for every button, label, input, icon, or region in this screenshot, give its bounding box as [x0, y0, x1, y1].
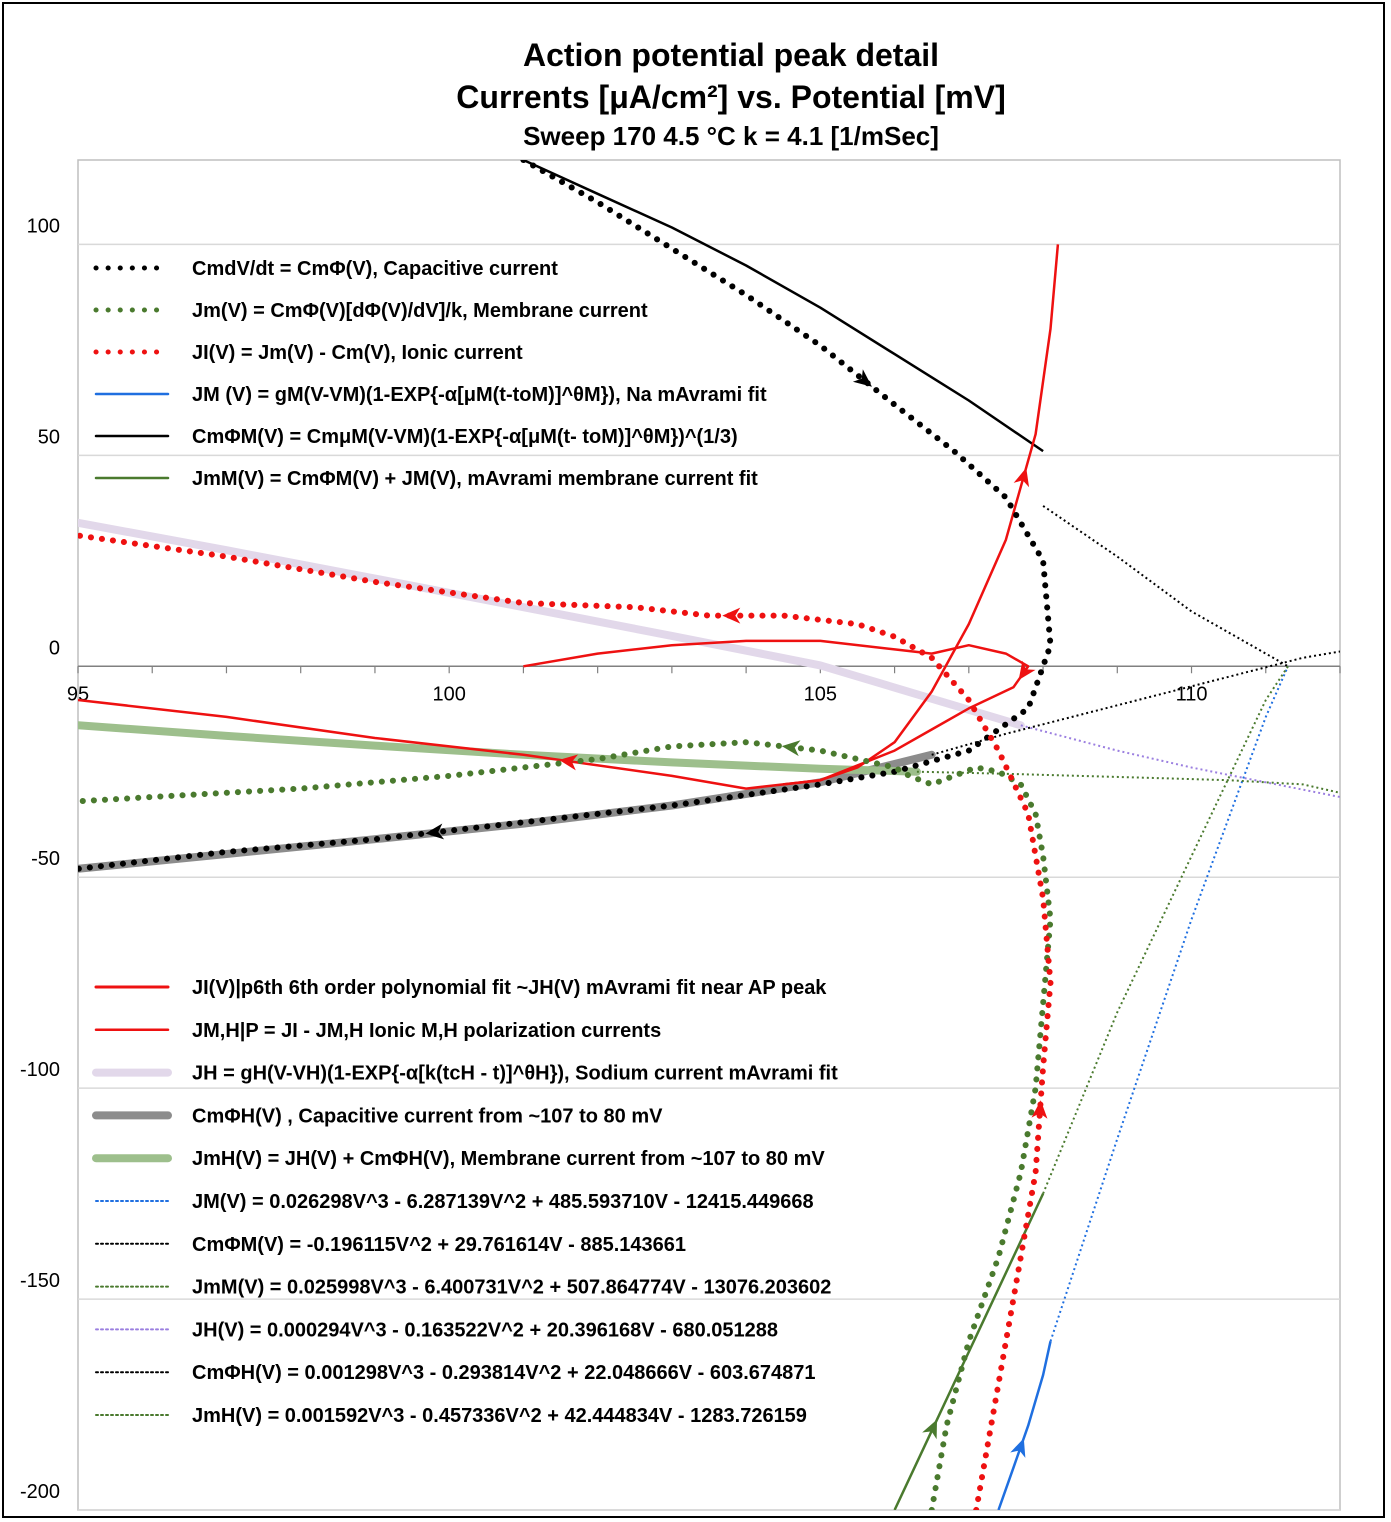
- chart-title: Action potential peak detail: [523, 37, 939, 73]
- series-jmm-v-cm-m-v-jm-v-mavrami-membrane-curre: [893, 1193, 1045, 1510]
- arrow-ji-v-jm-v-cm-v-ionic-current: [722, 607, 741, 624]
- plot-area: [77, 159, 1341, 1511]
- series-jh-gh-v-vh-1-exp-k-tch-t-h-sodium-curren: [78, 518, 1025, 730]
- legend-label-2: JH = gH(V-VH)(1-EXP{-α[k(tcH - t)]^θH}),…: [192, 1063, 838, 1085]
- series: [78, 160, 1340, 1510]
- series-jm-v-gm-v-vm-1-exp-m-t-tom-m-na-mavrami-: [997, 1341, 1052, 1510]
- direction-arrows: [425, 369, 1048, 1458]
- legend-label-4: JmH(V) = JH(V) + CmΦH(V), Membrane curre…: [192, 1148, 825, 1170]
- legend-label-3: CmΦH(V) , Capacitive current from ~107 t…: [192, 1105, 663, 1127]
- legend-label-2: JI(V) = Jm(V) - Cm(V), Ionic current: [192, 342, 523, 364]
- arrow-jm-v-gm-v-vm-1-exp-m-t-tom-m-na-mavrami-: [1010, 1438, 1026, 1458]
- legend-label-4: CmΦM(V) = CmμM(V-VM)(1-EXP{-α[μM(t- toM)…: [192, 426, 738, 448]
- legend-label-9: CmΦH(V) = 0.001298V^3 - 0.293814V^2 + 22…: [192, 1362, 816, 1384]
- y-tick-label: 50: [38, 426, 60, 448]
- y-tick-label: -100: [20, 1059, 60, 1081]
- arrow-ji-v-jm-v-cm-v-ionic-current: [1031, 1100, 1048, 1119]
- legend-label-5: JM(V) = 0.026298V^3 - 6.287139V^2 + 485.…: [192, 1191, 814, 1213]
- arrow-cmdv-dt-cm-v-capacitive-current: [425, 823, 445, 840]
- series-jm-v-cm-v-d-v-dv-k-membrane-current: [78, 739, 1054, 1510]
- y-tick-label: 0: [49, 637, 60, 659]
- chart-subtitle: Currents [μA/cm²] vs. Potential [mV]: [456, 79, 1005, 115]
- legend-label-10: JmH(V) = 0.001592V^3 - 0.457336V^2 + 42.…: [192, 1405, 807, 1427]
- series-jmh-v-0-001592v-3-0-457336v-2-42-444834v: [916, 770, 1340, 794]
- series-cmdv-dt-cm-v-capacitive-current: [78, 160, 1054, 872]
- x-axis: [77, 665, 1341, 674]
- x-tick-label: 110: [1176, 683, 1208, 705]
- legend-label-1: JM,H|P = JI - JM,H Ionic M,H polarizatio…: [192, 1020, 661, 1042]
- chart-subtitle-2: Sweep 170 4.5 °C k = 4.1 [1/mSec]: [523, 121, 939, 151]
- legend-label-0: CmdV/dt = CmΦ(V), Capacitive current: [192, 258, 558, 280]
- arrow-ji-v-p6th-6th-order-polynomial-fit-jh-v-: [559, 754, 579, 771]
- legend-label-8: JH(V) = 0.000294V^3 - 0.163522V^2 + 20.3…: [192, 1319, 778, 1341]
- legend-label-3: JM (V) = gM(V-VM)(1-EXP{-α[μM(t-toM)]^θM…: [192, 384, 767, 406]
- legend-top: CmdV/dt = CmΦ(V), Capacitive current Jm(V…: [93, 258, 767, 490]
- arrow-ji-v-p6th-6th-order-polynomial-fit-jh-v-: [1018, 660, 1036, 680]
- series-jh-v-0-000294v-3-0-163522v-2-20-396168v-: [1020, 724, 1340, 798]
- y-tick-label: -50: [31, 848, 60, 870]
- arrow-jmm-v-cm-m-v-jm-v-mavrami-membrane-curre: [922, 1419, 938, 1440]
- legend-bottom: JI(V)|p6th 6th order polynomial fit ~JH(…: [92, 977, 838, 1427]
- series-cm-m-v-0-196115v-2-29-761614v-885-143661: [1042, 505, 1289, 668]
- legend-label-7: JmM(V) = 0.025998V^3 - 6.400731V^2 + 507…: [192, 1277, 831, 1299]
- legend-label-0: JI(V)|p6th 6th order polynomial fit ~JH(…: [192, 977, 827, 999]
- x-tick-label: 105: [804, 683, 837, 705]
- chart-svg: Action potential peak detail Currents [μ…: [20, 37, 1341, 1511]
- legend-label-5: JmM(V) = CmΦM(V) + JM(V), mAvrami membra…: [192, 468, 758, 490]
- series-ji-v-jm-v-cm-v-ionic-current: [78, 532, 1054, 1510]
- series-ji-v-p6th-6th-order-polynomial-fit-jh-v-: [78, 639, 1030, 790]
- arrow-jm-h-p-ji-jm-h-ionic-m-h-polarization-cu: [1013, 467, 1030, 488]
- y-tick-label: 100: [27, 215, 60, 237]
- series-cm-h-v-capacitive-current-from-107-to-80: [78, 750, 936, 873]
- series-jmm-v-0-025998v-3-6-400731v-2-507-864774: [1042, 665, 1289, 1194]
- series-jm-h-p-ji-jm-h-ionic-m-h-polarization-cu: [783, 244, 1060, 786]
- y-tick-label: -200: [20, 1481, 60, 1503]
- series-cm-m-v-cm-m-v-vm-1-exp-m-t-tom-m-1-3: [522, 160, 1044, 453]
- arrow-cmdv-dt-cm-v-capacitive-current: [852, 369, 872, 387]
- series-cm-h-v-0-001298v-3-0-293814v-2-22-048666: [931, 650, 1340, 756]
- legend-label-1: Jm(V) = CmΦ(V)[dΦ(V)/dV]/k, Membrane cur…: [192, 300, 648, 322]
- legend-label-6: CmΦM(V) = -0.196115V^2 + 29.761614V - 88…: [192, 1234, 686, 1256]
- arrow-jm-v-cm-v-d-v-dv-k-membrane-current: [781, 740, 801, 757]
- y-tick-label: -150: [20, 1270, 60, 1292]
- grid: [78, 243, 1340, 1511]
- x-tick-label: 100: [432, 683, 465, 705]
